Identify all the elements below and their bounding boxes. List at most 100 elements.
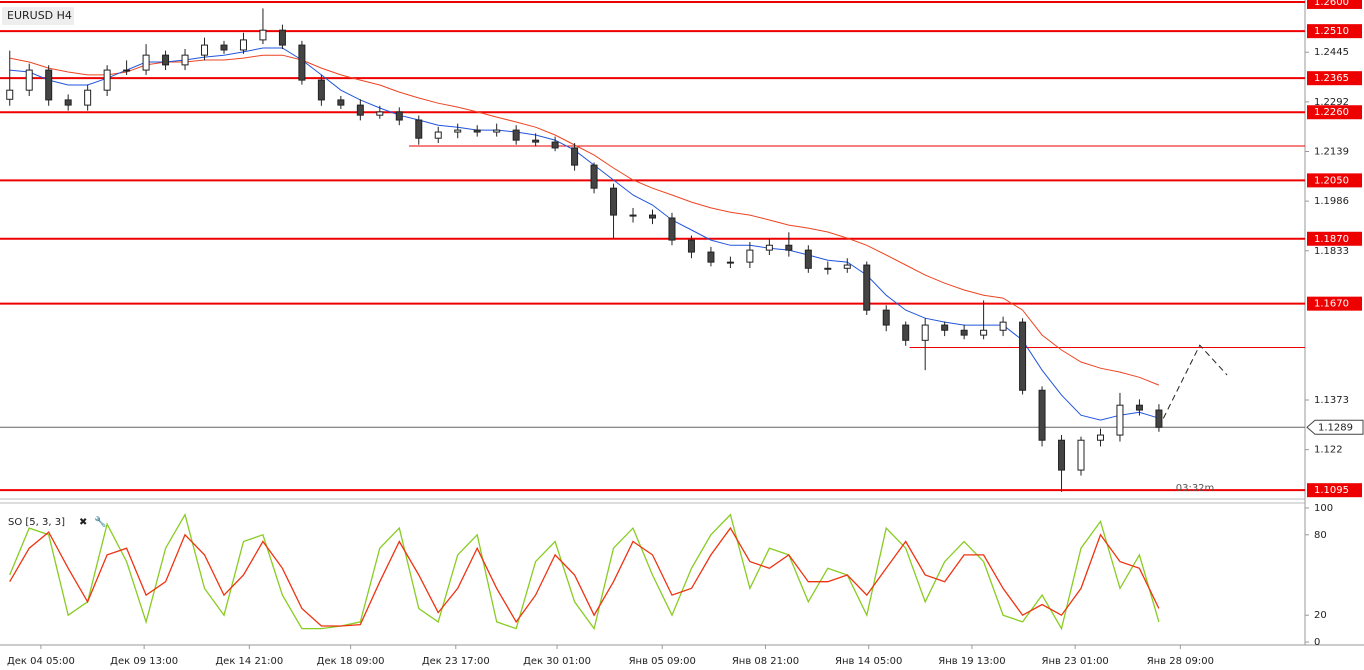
x-tick-label: Дек 14 21:00 bbox=[215, 656, 283, 667]
candle-body bbox=[551, 141, 559, 149]
level-box bbox=[1307, 173, 1362, 188]
osc-tick-label: 20 bbox=[1314, 610, 1327, 621]
y-tick-label: 1.122 bbox=[1314, 445, 1343, 456]
candle-body bbox=[726, 261, 734, 264]
level-box bbox=[1307, 0, 1362, 9]
candle-body bbox=[434, 131, 442, 139]
candle-body bbox=[863, 264, 871, 311]
candle-body bbox=[356, 104, 364, 116]
ma-fast bbox=[9, 47, 1160, 421]
candle-body bbox=[980, 329, 988, 336]
candle-body bbox=[220, 44, 228, 51]
candle-body bbox=[960, 329, 968, 336]
level-box bbox=[1307, 24, 1362, 39]
level-label: 1.2260 bbox=[1314, 107, 1349, 118]
settings-icon[interactable]: 🔧 bbox=[94, 515, 106, 528]
candle-body bbox=[1058, 439, 1066, 471]
level-label: 1.1670 bbox=[1314, 299, 1349, 310]
candle-body bbox=[84, 89, 92, 106]
y-tick-label: 1.2445 bbox=[1314, 47, 1349, 58]
candle-body bbox=[707, 251, 715, 263]
candle-body bbox=[395, 111, 403, 121]
level-label: 1.2600 bbox=[1314, 0, 1349, 8]
candle-body bbox=[765, 244, 773, 251]
x-tick-label: Дек 09 13:00 bbox=[110, 656, 178, 667]
candle-body bbox=[785, 244, 793, 251]
osc-k bbox=[9, 513, 1160, 631]
candle-body bbox=[1077, 439, 1085, 471]
x-tick-label: Янв 14 05:00 bbox=[835, 656, 902, 667]
title-box bbox=[2, 7, 74, 25]
current-price-label: 1.1289 bbox=[1318, 422, 1353, 433]
candle-body bbox=[25, 69, 33, 91]
level-label: 1.2510 bbox=[1314, 26, 1349, 37]
x-tick-label: Дек 23 17:00 bbox=[422, 656, 490, 667]
candle-body bbox=[1096, 434, 1104, 441]
candle-body bbox=[1155, 409, 1163, 428]
level-label: 1.2365 bbox=[1314, 73, 1349, 84]
candle-body bbox=[999, 321, 1007, 331]
candle-body bbox=[649, 214, 656, 219]
candle-body bbox=[123, 69, 131, 72]
candle-body bbox=[532, 139, 540, 143]
candle-body bbox=[746, 249, 754, 263]
candle-body bbox=[142, 54, 150, 71]
candle-body bbox=[921, 324, 929, 341]
candle-body bbox=[6, 89, 14, 100]
osc-tick-label: 80 bbox=[1314, 530, 1327, 541]
candle-body bbox=[902, 324, 910, 341]
candle-body bbox=[201, 44, 209, 56]
forecast-line bbox=[1158, 344, 1228, 428]
y-tick-label: 1.1373 bbox=[1314, 395, 1349, 406]
candle-body bbox=[610, 187, 618, 216]
x-tick-label: Янв 08 21:00 bbox=[732, 656, 799, 667]
candle-body bbox=[843, 264, 851, 269]
y-tick-label: 1.1986 bbox=[1314, 196, 1349, 207]
candle-body bbox=[103, 69, 111, 91]
candle-body bbox=[1019, 321, 1027, 391]
candle-body bbox=[181, 54, 189, 66]
level-label: 1.1095 bbox=[1314, 485, 1349, 496]
candle-body bbox=[45, 69, 53, 101]
chart-title: EURUSD H4 bbox=[7, 9, 72, 22]
candle-body bbox=[590, 164, 598, 189]
candle-body bbox=[317, 79, 325, 101]
y-tick-label: 1.2139 bbox=[1314, 147, 1349, 158]
osc-tick-label: 0 bbox=[1314, 637, 1320, 648]
close-icon[interactable]: ✖ bbox=[79, 517, 87, 528]
candle-body bbox=[882, 309, 890, 326]
level-box bbox=[1307, 71, 1362, 86]
osc-d bbox=[9, 526, 1160, 627]
y-tick-label: 1.2292 bbox=[1314, 97, 1349, 108]
ma-slow bbox=[9, 54, 1160, 386]
level-label: 1.1870 bbox=[1314, 234, 1349, 245]
candle-body bbox=[941, 324, 949, 331]
candle-body bbox=[278, 29, 286, 46]
x-tick-label: Дек 30 01:00 bbox=[523, 656, 591, 667]
candle-body bbox=[512, 129, 520, 141]
osc-tick-label: 100 bbox=[1314, 503, 1333, 514]
candle-body bbox=[687, 239, 695, 253]
candle-body bbox=[668, 217, 676, 241]
candle-body bbox=[376, 111, 384, 116]
level-box bbox=[1307, 483, 1362, 498]
current-price-box bbox=[1306, 419, 1364, 435]
candle-body bbox=[1116, 404, 1124, 436]
candle-body bbox=[493, 129, 501, 133]
candle-body bbox=[415, 119, 423, 139]
x-tick-label: Янв 28 09:00 bbox=[1147, 656, 1214, 667]
x-tick-label: Дек 18 09:00 bbox=[317, 656, 385, 667]
candle-body bbox=[454, 129, 462, 133]
candle-body bbox=[239, 39, 247, 51]
candle-body bbox=[259, 29, 267, 41]
candle-body bbox=[824, 267, 832, 270]
candle-body bbox=[571, 147, 579, 166]
x-tick-label: Янв 23 01:00 bbox=[1042, 656, 1109, 667]
level-box bbox=[1307, 231, 1362, 246]
oscillator-title: SO [5, 3, 3] bbox=[8, 517, 65, 528]
x-tick-label: Янв 19 13:00 bbox=[938, 656, 1005, 667]
y-tick-label: 1.1833 bbox=[1314, 246, 1349, 257]
level-label: 1.2050 bbox=[1314, 175, 1349, 186]
